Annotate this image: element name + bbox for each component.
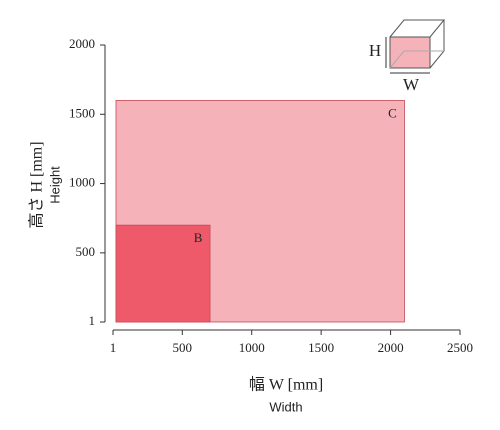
- rect-label: C: [388, 105, 397, 120]
- inset-side: [429, 20, 445, 69]
- x-tick-label: 1000: [239, 340, 265, 355]
- inset-top: [389, 19, 446, 38]
- y-tick-label: 1000: [69, 175, 95, 190]
- inset-front-face: [389, 36, 431, 69]
- inset-back-edges: [389, 50, 444, 69]
- x-axis-label: 幅 W [mm]: [249, 376, 323, 394]
- y-tick-label: 1: [89, 313, 96, 328]
- inset-w-label: W: [403, 75, 420, 94]
- area-rect: [115, 224, 211, 323]
- inset-h-label: H: [369, 41, 381, 60]
- y-tick-label: 2000: [69, 36, 95, 51]
- rect-label: B: [194, 230, 203, 245]
- inset-icon: H W: [369, 19, 446, 94]
- x-tick-label: 1: [110, 340, 117, 355]
- x-tick-label: 500: [173, 340, 193, 355]
- y-axis-sublabel: Height: [47, 166, 62, 204]
- x-tick-label: 1500: [308, 340, 334, 355]
- x-tick-label: 2500: [447, 340, 473, 355]
- x-tick-label: 2000: [378, 340, 404, 355]
- y-axis-label: 高さ H [mm]: [28, 141, 46, 228]
- x-axis-sublabel: Width: [269, 399, 302, 414]
- y-tick-label: 500: [76, 244, 96, 259]
- y-tick-label: 1500: [69, 105, 95, 120]
